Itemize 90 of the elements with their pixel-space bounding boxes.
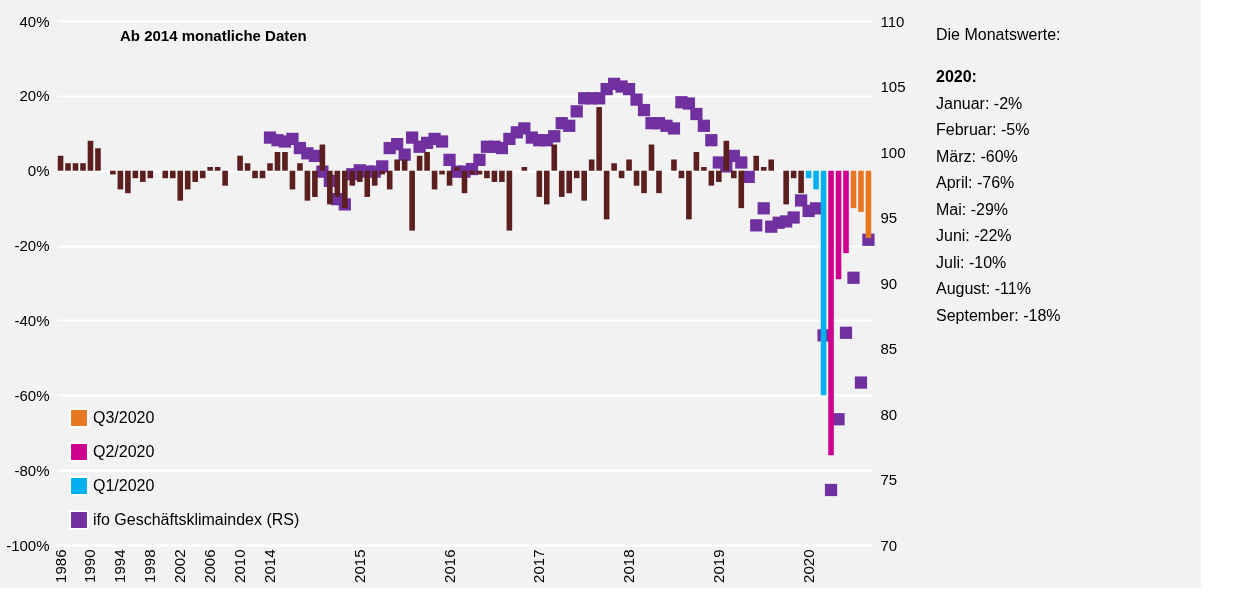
x-tick-label: 2015: [350, 549, 368, 583]
x-tick-label: 1998: [141, 549, 159, 583]
bar: [409, 170, 415, 231]
x-tick-label: 2016: [440, 549, 458, 583]
y2-tick-label: 110: [880, 12, 905, 30]
y-tick-label: 0%: [27, 162, 50, 180]
x-tick-label: 2019: [709, 549, 727, 583]
bar: [72, 163, 79, 171]
text: März: -60%: [936, 147, 1018, 165]
bar: [237, 155, 243, 171]
bar: [499, 170, 505, 182]
y-tick-label: 20%: [19, 87, 50, 105]
text: Juli: -10%: [936, 253, 1007, 271]
y-tick-label: -60%: [14, 386, 50, 404]
bar: [424, 152, 430, 171]
bar: [588, 159, 595, 171]
y2-tick-label: 70: [880, 536, 898, 554]
y-tick-label: -40%: [14, 311, 50, 329]
y-tick-label: -80%: [14, 461, 50, 479]
text: Die Monatswerte:: [936, 26, 1061, 43]
y-tick-label: 40%: [19, 12, 50, 30]
x-tick-label: 2017: [530, 549, 548, 583]
y2-tick-label: 85: [880, 340, 898, 357]
bar: [214, 166, 221, 171]
y2-tick-label: 90: [880, 274, 898, 292]
bar: [140, 170, 146, 182]
x-tick-label: 2020: [799, 549, 817, 583]
text: 2020:: [936, 68, 977, 85]
x-tick-label: 2014: [261, 549, 279, 583]
bar: [244, 163, 251, 171]
bar: [222, 170, 228, 186]
bar: [641, 170, 647, 194]
text: Januar: -2%: [936, 94, 1023, 112]
bar: [753, 155, 760, 171]
bar: [521, 166, 528, 171]
bar: [162, 170, 169, 179]
bar: [828, 170, 834, 456]
bar: [65, 163, 71, 171]
text: Juni: -22%: [936, 227, 1012, 244]
bar: [125, 170, 131, 194]
bar: [484, 170, 490, 179]
bar: [686, 170, 692, 220]
bar: [394, 159, 400, 171]
bar: [843, 170, 849, 254]
bar: [858, 170, 864, 212]
text: August: -11%: [936, 280, 1031, 297]
y2-tick-label: 75: [880, 471, 898, 488]
text: Februar: -5%: [936, 121, 1030, 138]
bar: [543, 170, 550, 205]
x-tick-label: 1986: [51, 549, 69, 583]
bar: [813, 170, 819, 190]
x-tick-label: 2002: [171, 549, 189, 583]
bar: [297, 163, 303, 171]
bar: [386, 170, 393, 190]
y2-tick-label: 100: [880, 143, 906, 161]
y2-tick-label: 105: [880, 78, 906, 95]
text: Mai: -29%: [936, 200, 1009, 218]
legend-label: Q3/2020: [93, 409, 155, 426]
bar: [626, 159, 632, 171]
x-tick-label: 2006: [201, 549, 219, 583]
legend-label: Q1/2020: [93, 477, 155, 494]
x-tick-label: 2010: [231, 549, 249, 583]
legend-label: ifo Geschäftsklimaindex (RS): [93, 511, 300, 528]
bar: [701, 166, 707, 171]
annotation: Ab 2014 monatliche Daten: [120, 27, 307, 44]
x-tick-label: 1994: [111, 549, 129, 583]
bar: [783, 170, 789, 205]
bar: [267, 163, 273, 171]
bar: [207, 166, 213, 171]
y2-tick-label: 80: [880, 405, 898, 423]
bar: [611, 163, 617, 171]
bar: [671, 159, 677, 171]
legend-label: Q2/2020: [93, 443, 155, 460]
bar: [656, 170, 662, 194]
bar: [252, 170, 258, 179]
bar: [693, 152, 700, 171]
y2-tick-label: 95: [880, 209, 898, 226]
bar: [80, 163, 86, 171]
bar: [274, 152, 281, 171]
text: September: -18%: [936, 306, 1061, 324]
bar: [312, 170, 318, 197]
x-tick-label: 2018: [620, 549, 638, 583]
bar: [95, 148, 101, 171]
text: April: -76%: [936, 174, 1015, 191]
y-tick-label: -20%: [14, 237, 50, 255]
bar: [536, 170, 543, 197]
bar: [282, 152, 288, 171]
x-tick-label: 1990: [81, 549, 99, 583]
bar: [454, 166, 460, 171]
y-tick-label: -100%: [6, 536, 50, 554]
